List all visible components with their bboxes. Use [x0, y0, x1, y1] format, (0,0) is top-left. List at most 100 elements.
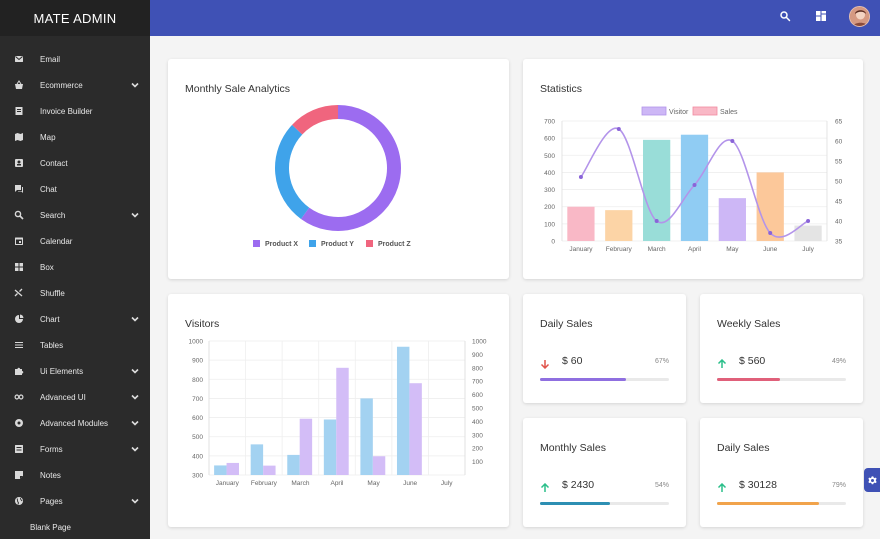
y2-tick-label: 60: [835, 139, 843, 146]
sidebar-item-advanced-ui[interactable]: Advanced UI: [0, 384, 150, 410]
legend-swatch: [641, 106, 667, 116]
x-tick-label: March: [648, 246, 666, 253]
daily-sales-card: Daily Sales $ 60 67%: [523, 294, 686, 403]
y2-tick-label: 50: [835, 179, 843, 186]
sidebar-nav: Email Ecommerce Invoice Builder Map Contact C…: [0, 36, 150, 539]
sidebar-subitem-blank-page[interactable]: Blank Page: [30, 522, 71, 532]
bar: [794, 225, 822, 241]
y-tick-label: 700: [544, 119, 555, 126]
sidebar-item-map[interactable]: Map: [0, 124, 150, 150]
y-tick-label: 600: [192, 415, 203, 422]
sidebar-item-label: Map: [40, 132, 56, 142]
sidebar-item-ui-elements[interactable]: Ui Elements: [0, 358, 150, 384]
dashboard-grid-icon[interactable]: [812, 7, 830, 25]
y2-tick-label: 400: [472, 419, 483, 426]
search-icon[interactable]: [776, 7, 794, 25]
note-icon: [14, 470, 24, 480]
progress-track: [540, 378, 669, 381]
avatar[interactable]: [849, 6, 870, 27]
sidebar-item-ecommerce[interactable]: Ecommerce: [0, 72, 150, 98]
legend-swatch: [366, 240, 373, 247]
sidebar-item-label: Chat: [40, 184, 57, 194]
y-tick-label: 400: [192, 453, 203, 460]
visitors-chart: 300 400 500 600 700 800 900 1000 100 200 300 400 500…: [189, 339, 487, 488]
sidebar-item-tables[interactable]: Tables: [0, 332, 150, 358]
globe-icon: [14, 496, 24, 506]
chevron-down-icon[interactable]: [131, 393, 139, 401]
progress-track: [540, 502, 669, 505]
sidebar-item-box[interactable]: Box: [0, 254, 150, 280]
stat-value: $ 60: [562, 355, 583, 367]
arrow-up-icon: [717, 480, 727, 492]
y2-tick-label: 300: [472, 432, 483, 439]
sidebar-item-label: Invoice Builder: [40, 106, 93, 116]
chevron-down-icon[interactable]: [131, 419, 139, 427]
data-point: [616, 127, 621, 131]
visitors-card: Visitors 300 400 500 600 700 800 900 1000 100 200…: [168, 294, 509, 527]
x-tick-label: March: [291, 480, 309, 487]
sidebar-item-label: Pages: [40, 496, 63, 506]
calendar-icon: [14, 236, 24, 246]
y-tick-label: 600: [544, 136, 555, 143]
bar-series-a: [360, 398, 373, 475]
sidebar-item-notes[interactable]: Notes: [0, 462, 150, 488]
brand-logo[interactable]: MATE ADMIN: [0, 0, 150, 36]
sidebar-item-label: Chart: [40, 314, 60, 324]
legend-swatch: [309, 240, 316, 247]
bar: [756, 172, 784, 241]
chat-icon: [14, 184, 24, 194]
card-title: Monthly Sales: [540, 442, 606, 454]
y2-tick-label: 900: [472, 352, 483, 359]
bar-series-b: [372, 456, 386, 475]
sidebar-item-shuffle[interactable]: Shuffle: [0, 280, 150, 306]
settings-gear-icon[interactable]: [864, 468, 880, 492]
sidebar-item-chat[interactable]: Chat: [0, 176, 150, 202]
module-icon: [14, 418, 24, 428]
bar-series-a: [250, 444, 264, 475]
sidebar-item-advanced-modules[interactable]: Advanced Modules: [0, 410, 150, 436]
data-point: [692, 183, 697, 187]
sidebar-item-label: Advanced UI: [40, 392, 86, 402]
statistics-card: Statistics 0 100 200 300 400 500 600 700 35 40 45 5…: [523, 59, 863, 279]
daily-sales-card-2: Daily Sales $ 30128 79%: [700, 418, 863, 527]
legend-label: Sales: [720, 109, 738, 116]
card-title: Statistics: [540, 83, 583, 95]
sidebar-item-label: Contact: [40, 158, 68, 168]
sidebar-item-label: Calendar: [40, 236, 73, 246]
x-tick-label: February: [251, 480, 278, 487]
y-tick-label: 0: [551, 239, 555, 246]
sidebar-item-invoice-builder[interactable]: Invoice Builder: [0, 98, 150, 124]
chevron-down-icon[interactable]: [131, 497, 139, 505]
bar-series-b: [226, 462, 239, 475]
x-tick-label: April: [688, 246, 702, 253]
stat-percent: 54%: [654, 481, 669, 489]
sidebar-item-forms[interactable]: Forms: [0, 436, 150, 462]
stat-row: $ 30128 79%: [717, 478, 846, 492]
sidebar-item-calendar[interactable]: Calendar: [0, 228, 150, 254]
stat-row: $ 60 67%: [540, 354, 669, 370]
sidebar-item-label: Tables: [40, 340, 64, 350]
basket-icon: [14, 80, 24, 90]
contact-icon: [14, 158, 24, 168]
sidebar-item-chart[interactable]: Chart: [0, 306, 150, 332]
y2-tick-label: 40: [835, 219, 843, 226]
sidebar-item-pages[interactable]: Pages: [0, 488, 150, 514]
sidebar-item-contact[interactable]: Contact: [0, 150, 150, 176]
legend-label: Product Y: [321, 241, 354, 248]
sidebar-item-email[interactable]: Email: [0, 46, 150, 72]
chevron-down-icon[interactable]: [131, 445, 139, 453]
chevron-down-icon[interactable]: [131, 81, 139, 89]
stat-value: $ 560: [739, 355, 766, 367]
stat-row: $ 2430 54%: [540, 478, 669, 492]
chevron-down-icon[interactable]: [131, 367, 139, 375]
sidebar-item-search[interactable]: Search: [0, 202, 150, 228]
x-tick-label: June: [403, 480, 417, 487]
stat-percent: 49%: [831, 357, 846, 365]
sidebar-item-label: Ui Elements: [40, 366, 84, 376]
chevron-down-icon[interactable]: [131, 211, 139, 219]
y2-tick-label: 55: [835, 159, 843, 166]
statistics-chart: 0 100 200 300 400 500 600 700 35 40 45 50 55 60 65 Janu…: [544, 106, 843, 253]
chevron-down-icon[interactable]: [131, 315, 139, 323]
y2-tick-label: 800: [472, 365, 483, 372]
card-title: Daily Sales: [717, 442, 770, 454]
